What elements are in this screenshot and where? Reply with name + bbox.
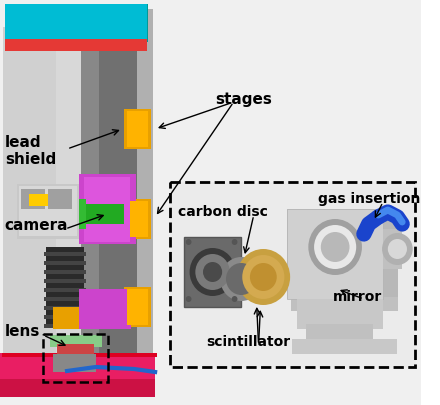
Bar: [291, 297, 398, 311]
Bar: [383, 217, 398, 297]
Circle shape: [186, 296, 191, 302]
Bar: [5, 40, 147, 52]
Bar: [46, 292, 84, 297]
Bar: [44, 261, 86, 265]
Text: mirror: mirror: [333, 289, 382, 303]
Bar: [125, 200, 151, 239]
Circle shape: [190, 248, 235, 296]
Bar: [292, 339, 397, 354]
Bar: [17, 185, 80, 239]
Text: lead
shield: lead shield: [5, 135, 56, 167]
Circle shape: [195, 254, 230, 290]
Bar: [46, 265, 84, 270]
Bar: [127, 202, 148, 237]
Bar: [43, 334, 108, 382]
Bar: [127, 289, 148, 325]
Bar: [55, 28, 137, 357]
Bar: [127, 112, 148, 148]
Circle shape: [382, 233, 413, 265]
Bar: [287, 209, 383, 299]
Circle shape: [388, 239, 407, 259]
Bar: [29, 194, 48, 207]
Circle shape: [186, 239, 191, 245]
Bar: [81, 25, 134, 364]
Bar: [96, 10, 153, 359]
Bar: [297, 299, 383, 329]
Bar: [125, 287, 151, 327]
Text: lens: lens: [5, 323, 40, 338]
Bar: [44, 279, 86, 284]
Circle shape: [232, 296, 238, 302]
Circle shape: [314, 226, 356, 269]
Circle shape: [226, 263, 257, 295]
Bar: [44, 306, 86, 310]
Circle shape: [321, 232, 349, 262]
Bar: [58, 344, 94, 364]
Bar: [44, 315, 86, 319]
Bar: [46, 247, 84, 252]
Bar: [46, 301, 84, 306]
Bar: [46, 319, 84, 324]
Bar: [0, 379, 155, 397]
Bar: [55, 28, 147, 357]
Bar: [184, 237, 241, 307]
Bar: [306, 324, 374, 344]
Bar: [46, 284, 84, 288]
Bar: [44, 270, 86, 274]
Bar: [139, 5, 148, 43]
Bar: [84, 177, 130, 243]
Bar: [5, 5, 147, 43]
Circle shape: [250, 263, 277, 291]
Bar: [46, 310, 84, 315]
Bar: [78, 175, 136, 244]
Bar: [50, 335, 103, 347]
Bar: [53, 354, 96, 372]
Circle shape: [308, 220, 362, 275]
Bar: [46, 256, 84, 261]
Circle shape: [203, 262, 222, 282]
Bar: [2, 353, 157, 357]
Bar: [99, 25, 137, 364]
Circle shape: [237, 249, 290, 305]
Bar: [21, 190, 45, 209]
Text: camera: camera: [5, 217, 68, 232]
Bar: [287, 209, 383, 299]
Text: stages: stages: [216, 92, 272, 107]
Bar: [3, 28, 55, 357]
Bar: [81, 25, 99, 364]
Bar: [383, 230, 402, 269]
Bar: [19, 187, 77, 237]
Bar: [0, 353, 155, 383]
Bar: [44, 297, 86, 301]
Circle shape: [242, 256, 284, 299]
Text: scintillator: scintillator: [206, 334, 290, 348]
Bar: [78, 289, 131, 329]
Bar: [44, 324, 86, 328]
Text: carbon disc: carbon disc: [178, 205, 268, 218]
Bar: [125, 110, 151, 149]
Bar: [86, 205, 125, 224]
Text: gas insertion: gas insertion: [318, 192, 420, 205]
Bar: [53, 307, 80, 329]
Bar: [44, 252, 86, 256]
Bar: [170, 183, 414, 367]
Bar: [78, 200, 86, 230]
Bar: [46, 274, 84, 279]
Bar: [44, 288, 86, 292]
Circle shape: [232, 239, 238, 245]
Circle shape: [220, 257, 262, 301]
Bar: [48, 190, 72, 209]
